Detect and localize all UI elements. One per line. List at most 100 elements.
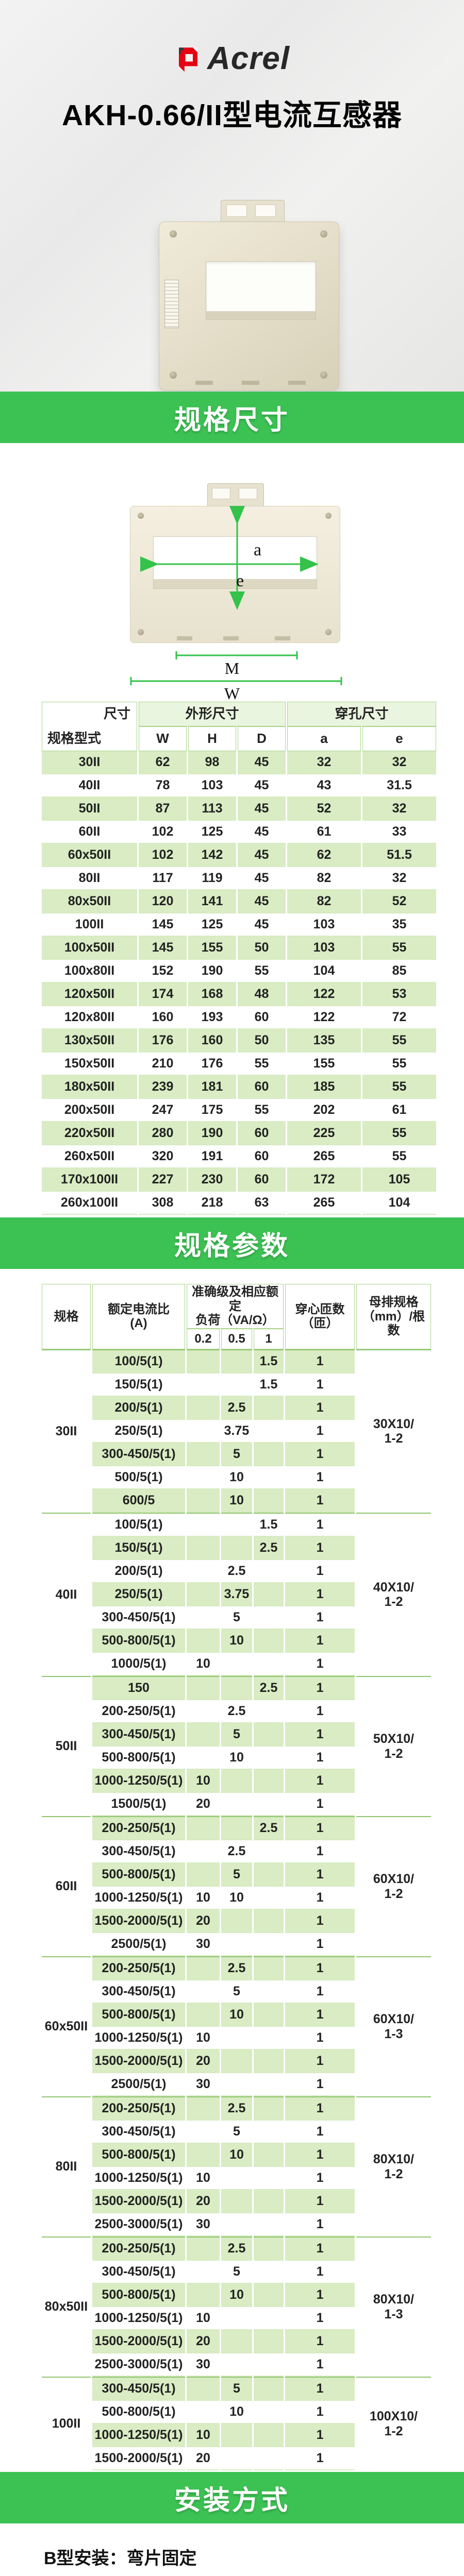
dimension-value-cell: 160 [139, 1006, 187, 1029]
accuracy-0_5-cell [221, 1349, 252, 1374]
busbar-group-cell: 30X10/ 1-2 [356, 1349, 432, 1513]
dimension-value-cell: 145 [139, 913, 187, 937]
accuracy-1-cell [254, 2096, 284, 2121]
accuracy-1-cell: 1.5 [254, 1349, 284, 1374]
ratio-cell: 1000-1250/5(1) [92, 2166, 185, 2190]
dimension-table-row: 100x50II 145 155 50 103 55 [42, 937, 437, 960]
turns-cell: 1 [285, 1373, 355, 1397]
dimension-value-cell: 55 [362, 937, 437, 960]
accuracy-1-cell [254, 2073, 284, 2096]
dimension-value-cell: 105 [362, 1168, 437, 1192]
parameter-table-row: 2500/5(1) 30 1 [42, 2073, 431, 2096]
dimension-value-cell: 55 [362, 1122, 437, 1145]
accuracy-0_2-cell: 20 [187, 2049, 220, 2073]
parameter-table-row: 500-800/5(1) 5 1 [42, 1863, 431, 1887]
spec-model-cell: 150x50II [42, 1053, 137, 1076]
dimension-value-cell: 78 [139, 774, 187, 798]
section-title: 安装方式 [174, 2485, 290, 2516]
dimension-value-cell: 152 [139, 960, 187, 983]
ratio-cell: 500-800/5(1) [92, 2400, 185, 2424]
accuracy-1-cell [254, 1489, 284, 1513]
accuracy-1-cell [254, 2376, 284, 2401]
accuracy-0_2-cell: 20 [187, 2330, 220, 2353]
accuracy-0_2-cell: 20 [187, 2447, 220, 2470]
accuracy-0_2-cell [187, 1700, 220, 1723]
spec-model-cell: 100x80II [42, 960, 137, 983]
parameter-table-row: 1500-2000/5(1) 20 1 [42, 2447, 431, 2470]
spec-group-cell: 30II [42, 1349, 91, 1513]
busbar-group-cell: 80X10/ 1-3 [356, 2236, 432, 2377]
col-header-e: e [362, 726, 437, 751]
dimension-value-cell: 52 [362, 890, 437, 913]
outline-size-header: 外形尺寸 [139, 702, 286, 726]
section-band-dimensions: 规格尺寸 [0, 392, 464, 443]
dimension-value-cell: 120 [139, 890, 187, 913]
turns-cell: 1 [285, 2166, 355, 2190]
parameter-table-row: 200-250/5(1) 2.5 1 [42, 1700, 431, 1723]
accuracy-1-cell [254, 1396, 284, 1420]
dimension-value-cell: 45 [238, 751, 286, 774]
accuracy-1-cell [254, 1792, 284, 1816]
parameter-table-row: 1000-1250/5(1) 10 1 [42, 2307, 431, 2330]
dimension-table-row: 100II 145 125 45 103 35 [42, 913, 437, 937]
accuracy-0_2-cell [187, 2260, 220, 2284]
spec-model-cell: 170x100II [42, 1168, 137, 1192]
turns-cell: 1 [285, 1396, 355, 1420]
accuracy-1-cell: 2.5 [254, 1675, 284, 1700]
accuracy-0_2-cell [187, 1723, 220, 1747]
turns-cell: 1 [285, 2143, 355, 2167]
parameter-table-row: 1000/5(1) 10 1 [42, 1652, 431, 1676]
ratio-cell: 1000-1250/5(1) [92, 2026, 185, 2050]
accuracy-0_5-cell: 10 [221, 2283, 252, 2307]
accuracy-0_2-cell: 10 [187, 2026, 220, 2050]
dimension-value-cell: 72 [362, 1006, 437, 1029]
accuracy-1-cell [254, 2143, 284, 2167]
ratio-cell: 500-800/5(1) [92, 1629, 185, 1653]
ratio-cell: 1500-2000/5(1) [92, 1909, 185, 1933]
dimension-value-cell: 247 [139, 1099, 187, 1122]
parameter-table-row: 1000-1250/5(1) 10 1 [42, 2026, 431, 2050]
accuracy-0_2-cell: 30 [187, 1933, 220, 1956]
accuracy-0_2-cell [187, 1956, 220, 1980]
accuracy-1-cell [254, 2003, 284, 2027]
ratio-cell: 300-450/5(1) [92, 1840, 185, 1863]
dimension-value-cell: 55 [238, 960, 286, 983]
dimension-table-row: 120x50II 174 168 48 122 53 [42, 983, 437, 1006]
dimension-value-cell: 218 [188, 1192, 236, 1215]
section-band-installation: 安装方式 [0, 2472, 464, 2523]
accuracy-0_5-cell [221, 2213, 252, 2236]
accuracy-0_5-cell [221, 2353, 252, 2377]
dimension-value-cell: 174 [139, 983, 187, 1006]
accuracy-1-cell [254, 1769, 284, 1793]
turns-cell: 1 [285, 2283, 355, 2307]
dimension-value-cell: 87 [139, 798, 187, 821]
spec-header: 规格 [42, 1284, 91, 1349]
spec-model-cell: 130x50II [42, 1029, 137, 1053]
ratio-cell: 2500/5(1) [92, 2073, 185, 2096]
dimension-value-cell: 239 [139, 1076, 187, 1099]
turns-cell: 1 [285, 2026, 355, 2050]
ratio-cell: 500-800/5(1) [92, 1863, 185, 1887]
dimension-value-cell: 33 [362, 821, 437, 844]
turns-cell: 1 [285, 1933, 355, 1956]
accuracy-1-cell [254, 2307, 284, 2330]
accuracy-0_5-cell: 10 [221, 1466, 252, 1489]
turns-cell: 1 [285, 1723, 355, 1747]
accuracy-header: 准确级及相应额定 负荷（VA/Ω） [187, 1284, 284, 1329]
turns-cell: 1 [285, 1512, 355, 1537]
turns-cell: 1 [285, 2003, 355, 2027]
spec-model-cell: 260x100II [42, 1192, 137, 1215]
spec-group-cell: 60x50II [42, 1956, 91, 2096]
ratio-cell: 200-250/5(1) [92, 2236, 185, 2261]
spec-model-cell: 80II [42, 867, 137, 890]
accuracy-1-cell [254, 1443, 284, 1466]
turns-cell: 1 [285, 1652, 355, 1676]
accuracy-0_2-cell [187, 1396, 220, 1420]
accuracy-0_2-cell [187, 1512, 220, 1537]
hero-section: Acrel AKH-0.66/II型电流互感器 [0, 0, 464, 392]
parameter-table-row: 500-800/5(1) 10 1 [42, 1746, 431, 1770]
ratio-cell: 1000-1250/5(1) [92, 2424, 185, 2447]
busbar-group-cell: 80X10/ 1-2 [356, 2096, 432, 2236]
turns-cell: 1 [285, 2260, 355, 2284]
dimension-value-cell: 168 [188, 983, 236, 1006]
